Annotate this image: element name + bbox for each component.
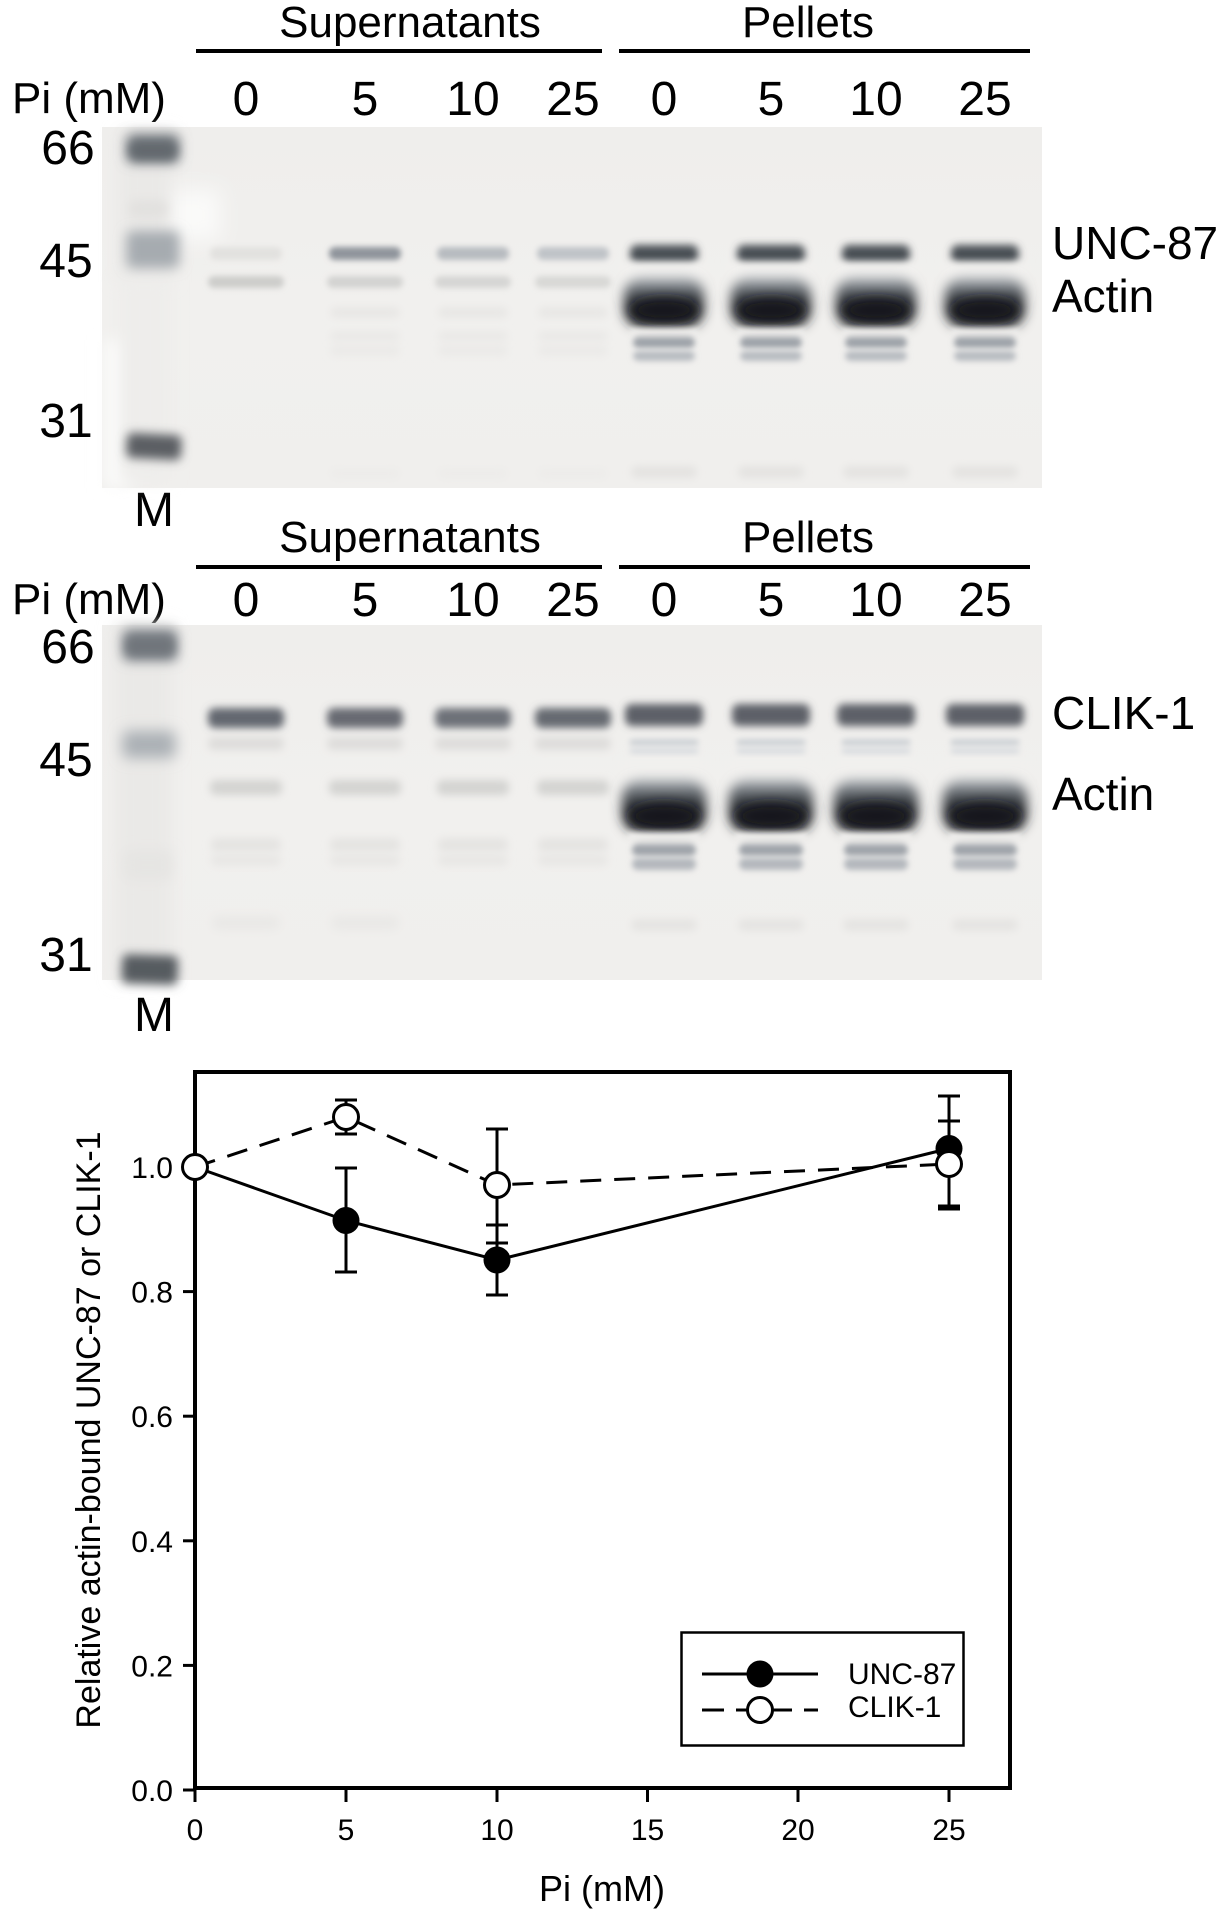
svg-text:5: 5 (758, 574, 785, 627)
svg-text:5: 5 (352, 574, 379, 627)
svg-text:Pi (mM): Pi (mM) (12, 74, 166, 123)
svg-text:10: 10 (849, 574, 902, 627)
svg-text:15: 15 (631, 1814, 664, 1847)
svg-text:10: 10 (446, 574, 499, 627)
svg-text:0: 0 (187, 1814, 204, 1847)
svg-text:0.8: 0.8 (131, 1277, 173, 1310)
svg-text:UNC-87: UNC-87 (1052, 217, 1218, 269)
svg-text:Actin: Actin (1052, 768, 1154, 820)
svg-text:0.4: 0.4 (131, 1526, 173, 1559)
svg-text:0.6: 0.6 (131, 1401, 173, 1434)
svg-text:25: 25 (932, 1814, 965, 1847)
svg-text:0.0: 0.0 (131, 1775, 173, 1808)
svg-text:0: 0 (651, 73, 678, 126)
svg-text:25: 25 (546, 73, 599, 126)
svg-text:UNC-87: UNC-87 (848, 1658, 956, 1691)
svg-text:5: 5 (352, 73, 379, 126)
svg-text:45: 45 (39, 734, 92, 787)
svg-text:25: 25 (958, 574, 1011, 627)
svg-text:10: 10 (849, 73, 902, 126)
svg-text:Actin: Actin (1052, 270, 1154, 322)
svg-text:Pellets: Pellets (742, 513, 874, 562)
svg-text:25: 25 (546, 574, 599, 627)
svg-text:Pellets: Pellets (742, 0, 874, 47)
svg-text:66: 66 (41, 621, 94, 674)
svg-text:0: 0 (233, 574, 260, 627)
svg-text:Supernatants: Supernatants (279, 0, 541, 47)
svg-text:20: 20 (781, 1814, 814, 1847)
svg-text:M: M (134, 989, 174, 1042)
svg-text:66: 66 (41, 122, 94, 175)
svg-text:M: M (134, 484, 174, 537)
svg-text:25: 25 (958, 73, 1011, 126)
svg-text:10: 10 (446, 73, 499, 126)
svg-text:0.2: 0.2 (131, 1650, 173, 1683)
svg-text:0: 0 (651, 574, 678, 627)
svg-text:31: 31 (39, 929, 92, 982)
svg-text:5: 5 (758, 73, 785, 126)
svg-text:Pi (mM): Pi (mM) (539, 1868, 665, 1909)
svg-text:31: 31 (39, 395, 92, 448)
svg-text:5: 5 (338, 1814, 355, 1847)
svg-text:CLIK-1: CLIK-1 (1052, 687, 1195, 739)
svg-text:Relative actin-bound UNC-87 or: Relative actin-bound UNC-87 or CLIK-1 (70, 1131, 108, 1728)
svg-text:Pi (mM): Pi (mM) (12, 575, 166, 624)
svg-text:1.0: 1.0 (131, 1152, 173, 1185)
svg-text:10: 10 (480, 1814, 513, 1847)
svg-text:CLIK-1: CLIK-1 (848, 1691, 941, 1724)
svg-text:45: 45 (39, 235, 92, 288)
svg-text:Supernatants: Supernatants (279, 513, 541, 562)
svg-text:0: 0 (233, 73, 260, 126)
